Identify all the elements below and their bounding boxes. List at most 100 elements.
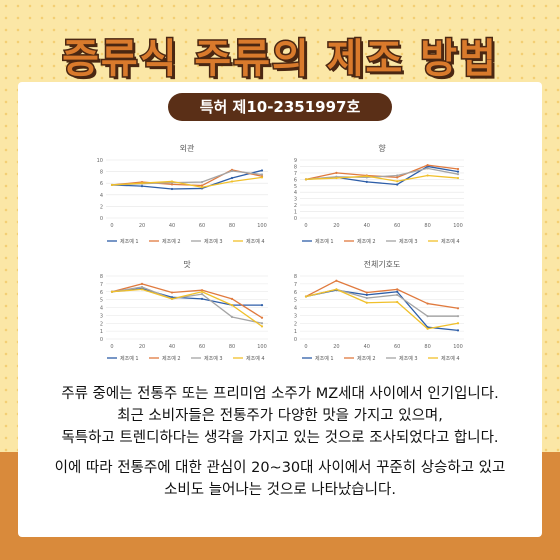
chart-3-series-2-point xyxy=(260,316,264,319)
chart-2-y-tick-label: 6 xyxy=(294,177,297,183)
chart-4-series-1-point xyxy=(365,293,368,296)
chart-3-series-2-line xyxy=(111,283,263,319)
chart-3-series-4-line xyxy=(111,288,263,327)
chart-3-series-2-point xyxy=(230,297,234,300)
chart-4-series-3-point xyxy=(396,293,399,296)
page-title: 증류식 주류의 제조 방법 xyxy=(61,35,498,84)
chart-3-x-tick-label: 0 xyxy=(110,344,113,350)
chart-4-series-4-point xyxy=(335,288,338,291)
chart-4-legend-label-3: 제조예 3 xyxy=(399,355,418,362)
patent-badge: 특허 제10-2351997호 xyxy=(168,93,392,121)
chart-3-series-1-line xyxy=(111,287,262,306)
chart-2-x-tick-label: 60 xyxy=(394,223,400,229)
chart-4-series-4-point xyxy=(365,301,368,304)
chart-2-series-2-point xyxy=(335,171,338,174)
chart-2-y-tick-label: 9 xyxy=(294,158,297,164)
chart-3-series-4-point xyxy=(260,325,264,328)
chart-2-series-4-point xyxy=(426,174,429,177)
chart-3-x-tick-label: 40 xyxy=(169,344,175,350)
chart-1-x-tick-label: 20 xyxy=(139,223,145,229)
chart-1-x-tick-label: 100 xyxy=(257,223,267,229)
chart-2-legend-label-1: 제조예 1 xyxy=(315,238,334,245)
chart-2-y-tick-label: 8 xyxy=(294,164,297,170)
chart-3-y-tick-label: 0 xyxy=(100,337,103,343)
chart-3-x-tick-label: 60 xyxy=(199,344,205,350)
chart-2-series-1-point xyxy=(456,170,460,173)
chart-3-series-3-point xyxy=(200,293,204,296)
chart-4-x-tick-label: 20 xyxy=(333,344,339,350)
chart-4-series-4-point xyxy=(396,300,399,304)
chart-2-series-3-line xyxy=(305,167,459,180)
chart-2-y-tick-label: 1 xyxy=(294,210,297,216)
chart-2-title: 향 xyxy=(378,144,386,153)
chart-4-series-2-point xyxy=(426,302,429,305)
chart-3-series-1-point xyxy=(200,297,204,300)
chart-1-series-4-point xyxy=(260,176,264,179)
chart-2-legend-label-4: 제조예 4 xyxy=(441,238,460,245)
chart-4-y-tick-label: 1 xyxy=(294,329,297,335)
chart-4-y-tick-label: 3 xyxy=(294,313,297,319)
chart-4-y-tick-label: 0 xyxy=(294,337,297,343)
chart-1-x-tick-label: 40 xyxy=(169,223,175,229)
chart-2-y-tick-label: 0 xyxy=(294,216,297,222)
chart-3-series-2-point xyxy=(170,291,174,294)
chart-4-x-tick-label: 0 xyxy=(304,344,307,350)
chart-4-x-tick-label: 60 xyxy=(394,344,400,350)
chart-2-series-1-point xyxy=(396,183,399,186)
chart-3-y-tick-label: 4 xyxy=(100,306,103,312)
chart-1-legend-label-3: 제조예 3 xyxy=(204,238,223,245)
chart-3-series-2-point xyxy=(200,289,204,292)
chart-3-y-tick-label: 5 xyxy=(100,298,103,304)
chart-1-y-tick-label: 6 xyxy=(100,181,103,187)
chart-4-series-3-point xyxy=(426,315,429,318)
chart-2-y-tick-label: 2 xyxy=(294,203,297,209)
chart-1-y-tick-label: 8 xyxy=(100,170,103,176)
chart-3-y-tick-label: 7 xyxy=(100,282,103,288)
chart-1-series-4-point xyxy=(230,180,234,183)
chart-1-y-tick-label: 2 xyxy=(100,204,103,210)
paragraph-1-line-2: 최근 소비자들은 전통주가 다양한 맛을 가지고 있으며, xyxy=(117,408,443,424)
chart-3-y-tick-label: 6 xyxy=(100,290,103,296)
chart-4-y-tick-label: 6 xyxy=(294,290,297,296)
chart-2-series-4-point xyxy=(456,176,460,180)
paragraph-2-line-1: 이에 따라 전통주에 대한 관심이 20~30대 사이에서 꾸준히 상승하고 있… xyxy=(54,460,506,476)
chart-4-legend-label-1: 제조예 1 xyxy=(315,355,334,362)
chart-3-series-1-point xyxy=(170,296,174,299)
chart-3-series-1-point xyxy=(260,304,264,307)
chart-3-x-tick-label: 20 xyxy=(139,344,145,350)
paragraph-2-line-2: 소비도 늘어나는 것으로 나타났습니다. xyxy=(164,482,396,498)
chart-4-legend-label-2: 제조예 2 xyxy=(357,355,376,362)
chart-3-title: 맛 xyxy=(183,259,191,269)
chart-3-series-4-point xyxy=(230,304,234,307)
chart-3-series-4-point xyxy=(200,290,204,293)
chart-3-series-3-point xyxy=(260,322,264,325)
chart-1-series-4-point xyxy=(140,182,144,185)
chart-4-legend-label-4: 제조예 4 xyxy=(441,355,460,362)
chart-4-series-2-point xyxy=(335,279,338,282)
chart-1-series-3-point xyxy=(200,180,204,184)
chart-2-series-2-point xyxy=(396,176,399,179)
chart-3-legend-label-2: 제조예 2 xyxy=(162,355,181,362)
chart-3-series-4-point xyxy=(170,297,174,300)
chart-1-series-4-point xyxy=(110,183,114,187)
chart-3-series-4-point xyxy=(140,288,144,291)
chart-2-y-tick-label: 5 xyxy=(294,184,297,190)
chart-2-series-2-point xyxy=(456,167,460,171)
chart-2-legend-label-2: 제조예 2 xyxy=(357,238,376,245)
chart-1-title: 외관 xyxy=(180,143,195,153)
chart-4-y-tick-label: 8 xyxy=(294,274,297,280)
chart-2-series-3-point xyxy=(456,173,460,176)
chart-4-y-tick-label: 4 xyxy=(294,306,297,312)
chart-2-x-tick-label: 20 xyxy=(333,223,339,229)
chart-3-x-tick-label: 80 xyxy=(229,344,235,350)
chart-2-series-4-line xyxy=(305,174,459,182)
chart-4-y-tick-label: 5 xyxy=(294,298,297,304)
chart-3-series-3-point xyxy=(230,315,234,319)
chart-1-series-1-point xyxy=(260,169,264,172)
chart-1-series-2-point xyxy=(200,184,204,187)
chart-3-y-tick-label: 1 xyxy=(100,329,103,335)
chart-2-series-4-point xyxy=(304,178,308,181)
chart-4-x-tick-label: 40 xyxy=(364,344,370,350)
chart-1-series-3-point xyxy=(260,173,264,176)
